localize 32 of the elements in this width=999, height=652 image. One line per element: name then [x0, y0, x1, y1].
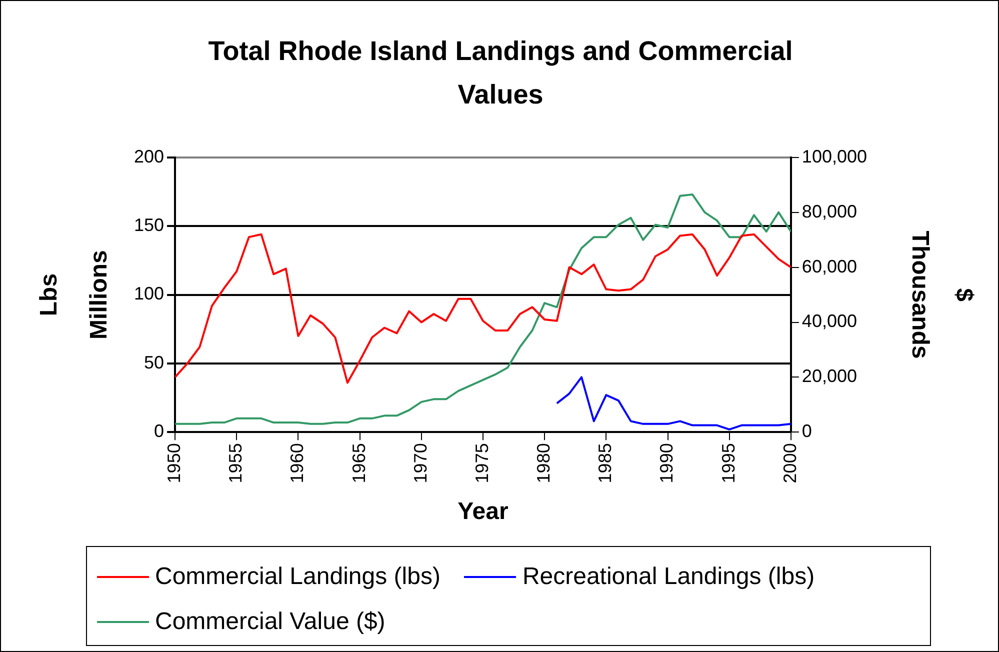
y-tick-label: 100 [134, 284, 164, 304]
y2-tick-label: 40,000 [802, 311, 857, 332]
x-axis-title: Year [458, 498, 508, 526]
text: Millions [86, 250, 113, 340]
y-tick-label: 150 [134, 215, 164, 236]
x-tick-label: 1975 [472, 443, 492, 484]
x-tick-label: 1970 [410, 443, 430, 484]
text: Thousands [906, 230, 934, 359]
text: Total Rhode Island Landings and Commercial [208, 36, 793, 66]
x-tick-label: 1960 [287, 443, 308, 484]
x-tick-label: 2000 [780, 443, 800, 484]
text: Values [458, 79, 544, 110]
legend-label: Commercial Landings (lbs) [155, 563, 440, 591]
x-tick-label: 1985 [595, 443, 616, 484]
y-axis-title: Lbs [36, 273, 63, 316]
y2-tick-label: 60,000 [802, 256, 857, 276]
x-tick-label: 1965 [348, 443, 369, 484]
y-tick-label: 200 [134, 146, 164, 166]
y2-tick-label: 80,000 [802, 201, 857, 222]
y2-tick-label: 0 [802, 421, 812, 442]
x-tick-label: 1950 [164, 443, 184, 484]
x-tick-label: 1990 [656, 443, 677, 484]
x-tick-label: 1995 [718, 443, 738, 484]
y-tick-label: 50 [144, 352, 164, 372]
y2-axis-title: $ [950, 288, 978, 302]
y-tick-label: 0 [154, 421, 164, 442]
legend-label: Recreational Landings (lbs) [522, 563, 815, 591]
x-tick-label: 1955 [226, 443, 246, 484]
y2-tick-label: 20,000 [802, 366, 857, 386]
y2-tick-label: 100,000 [802, 146, 868, 166]
legend-label: Commercial Value ($) [155, 608, 386, 636]
x-tick-label: 1980 [534, 443, 554, 484]
